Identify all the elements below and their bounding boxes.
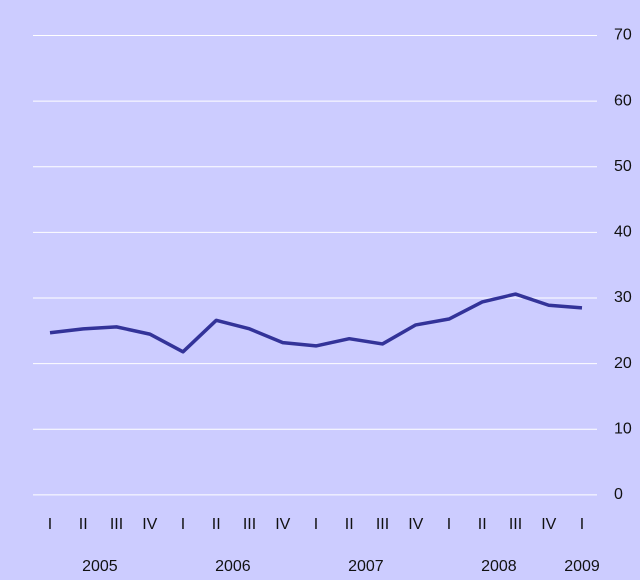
- y-tick-label: 50: [614, 158, 632, 175]
- x-tick-label: IV: [142, 516, 157, 533]
- x-tick-label: I: [580, 516, 584, 533]
- year-label: 2007: [348, 558, 384, 575]
- x-tick-label: I: [447, 516, 451, 533]
- x-tick-label: IV: [541, 516, 556, 533]
- year-label: 2006: [215, 558, 251, 575]
- x-tick-label: II: [345, 516, 354, 533]
- year-label: 2005: [82, 558, 118, 575]
- x-tick-label: I: [48, 516, 52, 533]
- x-tick-label: III: [509, 516, 522, 533]
- x-tick-label: II: [478, 516, 487, 533]
- y-tick-label: 10: [614, 420, 632, 437]
- data-line: [49, 292, 583, 354]
- y-tick-label: 20: [614, 355, 632, 372]
- x-tick-label: I: [314, 516, 318, 533]
- y-tick-label: 0: [614, 486, 623, 503]
- x-tick-label: II: [79, 516, 88, 533]
- x-tick-label: III: [243, 516, 256, 533]
- y-tick-label: 30: [614, 289, 632, 306]
- x-tick-label: III: [110, 516, 123, 533]
- y-tick-label: 40: [614, 224, 632, 241]
- y-tick-label: 60: [614, 92, 632, 109]
- x-tick-label: I: [181, 516, 185, 533]
- year-label: 2009: [564, 558, 600, 575]
- year-label: 2008: [481, 558, 517, 575]
- x-tick-label: II: [212, 516, 221, 533]
- y-tick-label: 70: [614, 27, 632, 44]
- x-tick-label: IV: [275, 516, 290, 533]
- x-tick-label: III: [376, 516, 389, 533]
- x-tick-label: IV: [408, 516, 423, 533]
